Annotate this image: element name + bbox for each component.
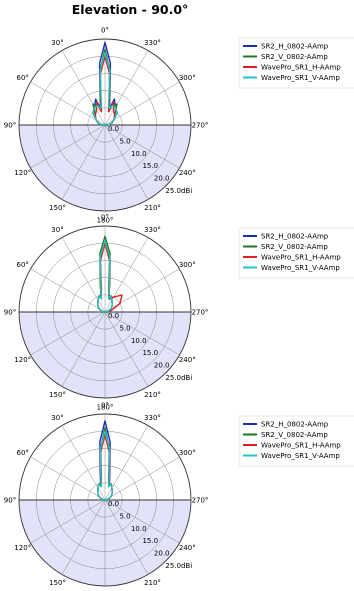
grid-spoke: [30, 268, 106, 313]
angle-tick-label: 120°: [14, 356, 31, 364]
radial-tick-label: 5.0: [119, 512, 130, 520]
angle-tick-label: 60°: [17, 74, 29, 82]
angle-tick-label: 150°: [49, 391, 66, 399]
grid-spoke: [61, 50, 106, 126]
grid-spoke: [104, 456, 180, 501]
polar-chart-2: 0° 330° 300° 270° 240° 210° 180° 150° 120° 90° 60°…: [4, 214, 354, 412]
grid-spoke: [30, 81, 106, 126]
angle-tick-label: 300°: [179, 74, 196, 82]
legend-label: SR2_V_0802-AAmp: [261, 53, 328, 61]
series-line-WavePro_SR1_V-AAmp: [97, 430, 113, 501]
angle-tick-label: 270°: [192, 122, 209, 130]
legend: SR2_H_0802-AAmp SR2_V_0802-AAmp WavePro_SR…: [238, 37, 354, 89]
angle-tick-label: 180°: [97, 404, 114, 412]
grid-spoke: [104, 311, 149, 387]
legend-label: WavePro_SR1_H-AAmp: [261, 442, 341, 450]
chart-title: Elevation - 90.0°: [71, 2, 189, 17]
legend-label: WavePro_SR1_V-AAmp: [261, 452, 340, 460]
grid-spoke: [104, 124, 149, 200]
polar-chart-3: 0° 330° 300° 270° 240° 210° 180° 150° 120° 90° 60°…: [4, 402, 354, 587]
angle-tick-label: 30°: [51, 39, 63, 47]
radial-tick-label: 0.0: [108, 500, 119, 508]
grid-spoke: [61, 499, 106, 575]
series-line-WavePro_SR1_V-AAmp: [92, 52, 118, 126]
legend-label: SR2_H_0802-AAmp: [261, 233, 329, 241]
grid-spoke: [104, 499, 149, 575]
series-line-WavePro_SR1_V-AAmp: [97, 239, 113, 313]
radial-tick-label: 15.0: [142, 349, 158, 357]
angle-tick-label: 240°: [179, 169, 196, 177]
grid-spoke: [61, 124, 106, 200]
radial-tick-label: 20.0: [154, 550, 170, 558]
legend-label: WavePro_SR1_H-AAmp: [261, 64, 341, 72]
grid-spoke: [30, 499, 106, 544]
radial-tick-label: 20.0: [154, 175, 170, 183]
radial-tick-label: 15.0: [142, 162, 158, 170]
radial-tick-label: 25.0dBi: [165, 187, 192, 195]
grid-spoke: [30, 456, 106, 501]
radial-tick-label: 10.0: [131, 337, 147, 345]
grid-spoke: [104, 124, 180, 169]
radial-tick-label: 25.0dBi: [165, 374, 192, 382]
angle-tick-label: 270°: [192, 309, 209, 317]
grid-spoke: [104, 81, 180, 126]
angle-tick-label: 330°: [144, 414, 161, 422]
angle-tick-label: 210°: [144, 579, 161, 587]
angle-tick-label: 210°: [144, 204, 161, 212]
radial-tick-label: 0.0: [108, 125, 119, 133]
radial-tick-label: 5.0: [119, 137, 130, 145]
grid-spoke: [104, 311, 180, 356]
angle-tick-label: 0°: [101, 402, 109, 410]
grid-spoke: [30, 124, 106, 169]
radial-tick-label: 10.0: [131, 525, 147, 533]
legend: SR2_H_0802-AAmp SR2_V_0802-AAmp WavePro_SR…: [238, 415, 354, 467]
grid-spoke: [104, 50, 149, 126]
angle-tick-label: 300°: [179, 449, 196, 457]
angle-tick-label: 180°: [97, 217, 114, 225]
angle-tick-label: 30°: [51, 226, 63, 234]
radial-tick-label: 10.0: [131, 150, 147, 158]
angle-tick-label: 240°: [179, 356, 196, 364]
radial-tick-label: 15.0: [142, 537, 158, 545]
legend: SR2_H_0802-AAmp SR2_V_0802-AAmp WavePro_SR…: [238, 227, 354, 279]
angle-tick-label: 210°: [144, 391, 161, 399]
angle-tick-label: 0°: [101, 27, 109, 35]
radial-tick-label: 25.0dBi: [165, 562, 192, 570]
angle-tick-label: 60°: [17, 449, 29, 457]
legend-label: SR2_H_0802-AAmp: [261, 43, 329, 51]
legend-label: WavePro_SR1_H-AAmp: [261, 254, 341, 262]
angle-tick-label: 150°: [49, 579, 66, 587]
angle-tick-label: 270°: [192, 497, 209, 505]
grid-spoke: [61, 311, 106, 387]
legend-label: WavePro_SR1_V-AAmp: [261, 74, 340, 82]
legend-box: [238, 37, 354, 89]
angle-tick-label: 330°: [144, 39, 161, 47]
grid-spoke: [104, 499, 180, 544]
legend-label: SR2_V_0802-AAmp: [261, 431, 328, 439]
polar-chart-1: 0° 330° 300° 270° 240° 210° 180° 150° 120° 90° 60°…: [4, 27, 354, 225]
legend-label: SR2_V_0802-AAmp: [261, 243, 328, 251]
legend-box: [238, 227, 354, 279]
angle-tick-label: 120°: [14, 544, 31, 552]
angle-tick-label: 150°: [49, 204, 66, 212]
angle-tick-label: 330°: [144, 226, 161, 234]
angle-tick-label: 300°: [179, 261, 196, 269]
angle-tick-label: 90°: [4, 497, 16, 505]
angle-tick-label: 240°: [179, 544, 196, 552]
grid-spoke: [30, 311, 106, 356]
legend-label: SR2_H_0802-AAmp: [261, 421, 329, 429]
legend-box: [238, 415, 354, 467]
legend-label: WavePro_SR1_V-AAmp: [261, 264, 340, 272]
angle-tick-label: 30°: [51, 414, 63, 422]
radial-tick-label: 20.0: [154, 362, 170, 370]
angle-tick-label: 60°: [17, 261, 29, 269]
radial-tick-label: 5.0: [119, 324, 130, 332]
angle-tick-label: 90°: [4, 122, 16, 130]
angle-tick-label: 120°: [14, 169, 31, 177]
angle-tick-label: 0°: [101, 214, 109, 222]
angle-tick-label: 90°: [4, 309, 16, 317]
radial-tick-label: 0.0: [108, 312, 119, 320]
